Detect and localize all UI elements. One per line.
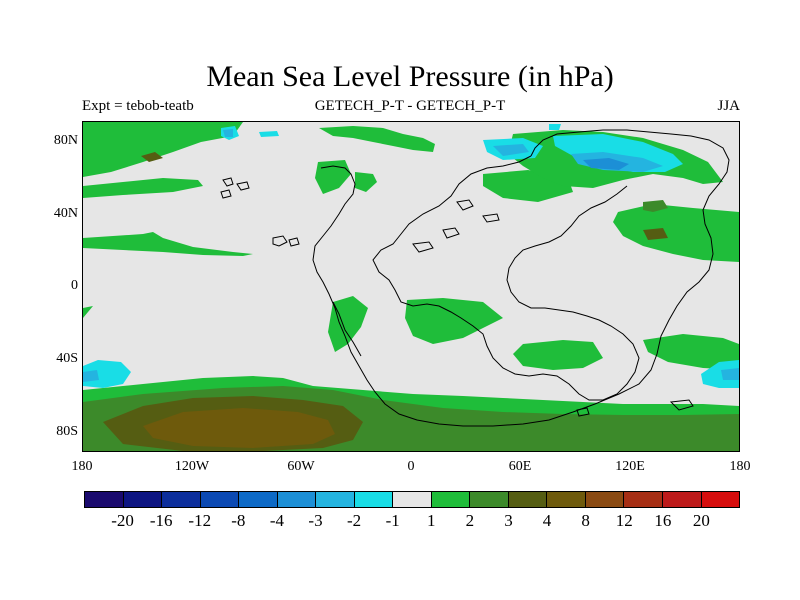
colorbar-label: 1 <box>427 511 436 530</box>
colorbar-label: 20 <box>692 511 710 530</box>
colorbar-swatch <box>354 492 394 507</box>
lat-label-80n: 80N <box>53 133 78 148</box>
lon-label-180e: 180 <box>729 459 751 474</box>
lon-label-0: 0 <box>407 459 415 474</box>
contour-map <box>83 122 739 451</box>
colorbar-label: -16 <box>149 511 173 530</box>
colorbar-swatch <box>316 492 355 507</box>
lon-label-180w: 180 <box>71 459 93 474</box>
colorbar-label: 16 <box>654 511 672 530</box>
colorbar-label: 3 <box>504 511 513 530</box>
colorbar-swatch <box>662 492 702 507</box>
pressure-fill-4-8 <box>143 408 335 448</box>
colorbar-label: -3 <box>308 511 323 530</box>
pressure-fill-neg3 <box>583 158 629 170</box>
colorbar-label: 8 <box>581 511 590 530</box>
colorbar-label: -4 <box>269 511 285 530</box>
colorbar-label: 12 <box>615 511 633 530</box>
colorbar-swatch <box>431 492 471 507</box>
lat-label-80s: 80S <box>56 424 78 439</box>
colorbar-label: -20 <box>111 511 134 530</box>
map-panel <box>82 121 740 452</box>
colorbar-swatch <box>547 492 586 507</box>
colorbar-label: -1 <box>385 511 400 530</box>
colorbar-label: -8 <box>231 511 246 530</box>
colorbar-swatch <box>239 492 278 507</box>
pressure-fill-neg2 <box>83 129 739 382</box>
colorbar <box>84 491 740 508</box>
colorbar-label: 2 <box>465 511 475 530</box>
colorbar-swatch <box>624 492 663 507</box>
colorbar-swatch <box>393 492 432 507</box>
colorbar-swatch <box>162 492 201 507</box>
lon-label-120w: 120W <box>174 459 210 474</box>
lon-label-120e: 120E <box>615 459 645 474</box>
colorbar-swatch <box>508 492 548 507</box>
colorbar-swatch <box>470 492 509 507</box>
colorbar-label: 4 <box>542 511 552 530</box>
coastlines <box>220 129 730 427</box>
season-label: JJA <box>717 98 740 114</box>
lat-label-40s: 40S <box>56 351 78 366</box>
lat-label-eq: 0 <box>71 278 78 293</box>
experiment-label: Expt = tebob-teatb <box>82 98 194 114</box>
model-comparison-label: GETECH_P-T - GETECH_P-T <box>314 98 506 114</box>
colorbar-swatch <box>585 492 625 507</box>
colorbar-label: -2 <box>347 511 362 530</box>
colorbar-swatch <box>701 492 740 507</box>
lon-label-60e: 60E <box>508 459 532 474</box>
colorbar-label: -12 <box>188 511 212 530</box>
colorbar-swatch <box>123 492 163 507</box>
lat-label-40n: 40N <box>53 206 78 221</box>
lon-label-60w: 60W <box>287 459 315 474</box>
colorbar-swatch <box>85 492 124 507</box>
plot-title: Mean Sea Level Pressure (in hPa) <box>206 60 614 93</box>
colorbar-swatch <box>277 492 317 507</box>
colorbar-swatch <box>200 492 240 507</box>
